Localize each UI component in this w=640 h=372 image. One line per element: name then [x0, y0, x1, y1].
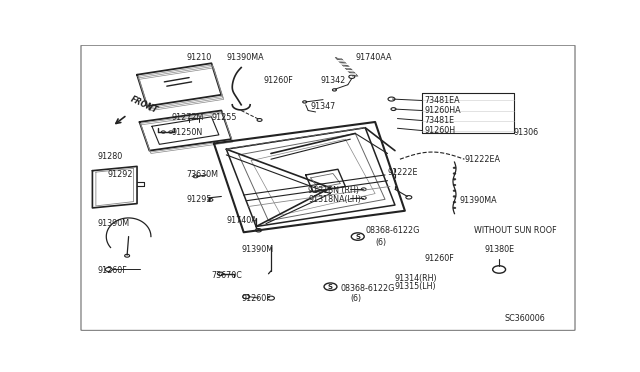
Text: 91390MA: 91390MA [227, 53, 264, 62]
Text: 73481E: 73481E [425, 116, 455, 125]
Text: 91318N (RH): 91318N (RH) [308, 186, 359, 195]
Text: 73670C: 73670C [211, 271, 243, 280]
Text: (6): (6) [350, 294, 362, 303]
Text: 91210: 91210 [187, 53, 212, 62]
Text: 91342: 91342 [321, 76, 346, 85]
Circle shape [453, 207, 456, 209]
Text: 91347: 91347 [310, 102, 336, 111]
Text: WITHOUT SUN ROOF: WITHOUT SUN ROOF [474, 226, 557, 235]
Text: 91390M: 91390M [241, 245, 273, 254]
Text: 91380E: 91380E [484, 245, 515, 254]
Circle shape [453, 190, 456, 192]
Text: 91260H: 91260H [425, 126, 456, 135]
Circle shape [453, 196, 456, 197]
Text: 91318NA(LH): 91318NA(LH) [308, 195, 361, 204]
Text: 91295: 91295 [187, 195, 212, 204]
Text: 91260F: 91260F [97, 266, 127, 275]
Text: 91222E: 91222E [388, 168, 418, 177]
Text: 91292: 91292 [108, 170, 132, 179]
Text: 91260F: 91260F [425, 254, 454, 263]
Circle shape [453, 167, 456, 169]
Text: 91740AA: 91740AA [355, 53, 392, 62]
Text: 91390MA: 91390MA [460, 196, 497, 205]
Text: 91272M: 91272M [172, 113, 204, 122]
Text: 91260F: 91260F [241, 294, 271, 303]
Text: 91255: 91255 [211, 113, 237, 122]
Text: 91260HA: 91260HA [425, 106, 461, 115]
Text: 08368-6122G: 08368-6122G [340, 283, 395, 293]
Text: FRONT: FRONT [129, 94, 159, 115]
Text: (6): (6) [375, 238, 387, 247]
FancyBboxPatch shape [81, 45, 575, 330]
Text: 91250N: 91250N [172, 128, 203, 137]
Text: SC360006: SC360006 [504, 314, 545, 323]
Circle shape [453, 173, 456, 174]
Text: S: S [355, 234, 360, 240]
Text: 91740A: 91740A [227, 216, 257, 225]
Text: 91260F: 91260F [264, 76, 293, 85]
Text: S: S [328, 284, 333, 290]
Text: 73481EA: 73481EA [425, 96, 460, 105]
Text: 91222EA: 91222EA [465, 155, 500, 164]
Text: 91280: 91280 [97, 152, 123, 161]
Text: 08368-6122G: 08368-6122G [365, 226, 420, 235]
Circle shape [453, 184, 456, 186]
Text: 91315(LH): 91315(LH) [395, 282, 436, 291]
Text: 73630M: 73630M [187, 170, 219, 179]
Text: 91314(RH): 91314(RH) [395, 273, 438, 283]
Circle shape [453, 201, 456, 203]
Text: 91306: 91306 [514, 128, 539, 137]
Circle shape [453, 179, 456, 180]
Text: 91390M: 91390M [97, 219, 129, 228]
